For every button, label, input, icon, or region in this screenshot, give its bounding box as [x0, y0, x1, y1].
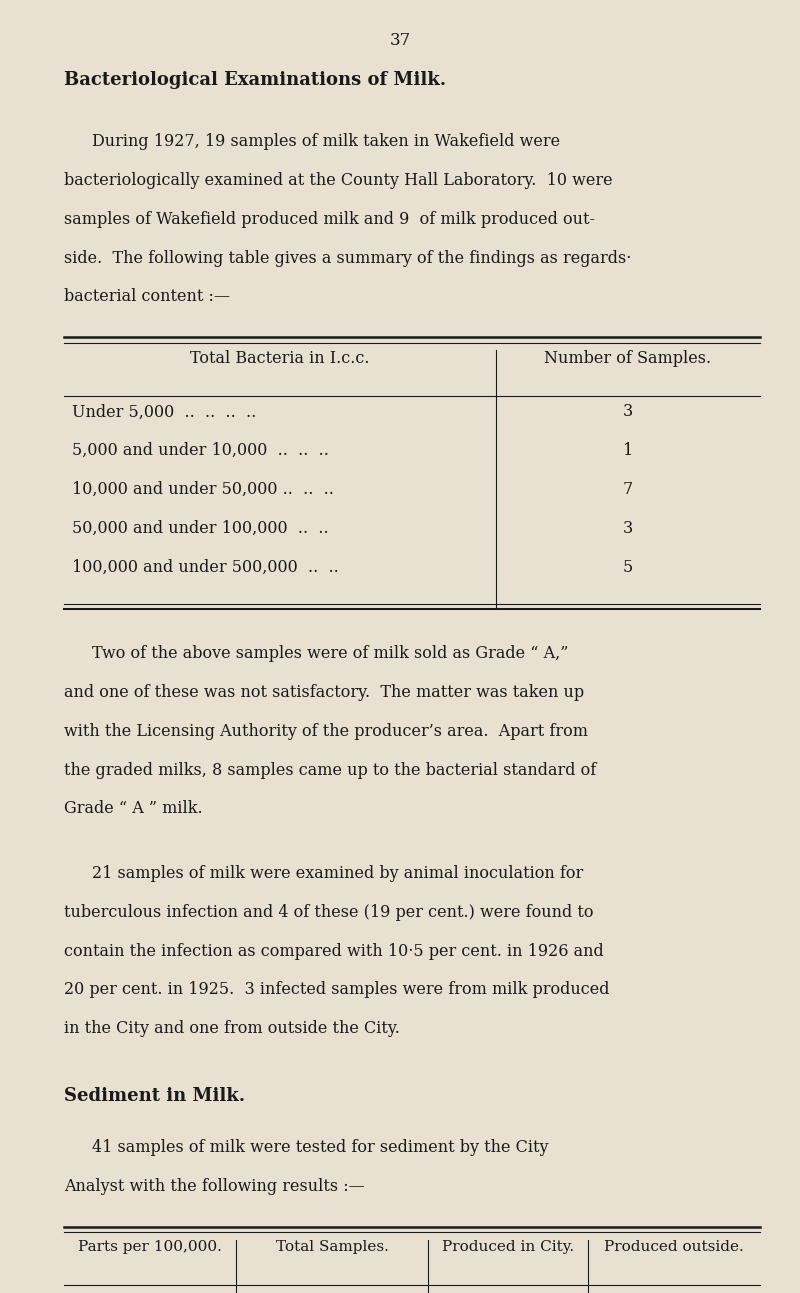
Text: 1: 1: [623, 442, 633, 459]
Text: and one of these was not satisfactory.  The matter was taken up: and one of these was not satisfactory. T…: [64, 684, 584, 701]
Text: During 1927, 19 samples of milk taken in Wakefield were: During 1927, 19 samples of milk taken in…: [92, 133, 560, 150]
Text: 5: 5: [623, 559, 633, 575]
Text: samples of Wakefield produced milk and 9  of milk produced out-: samples of Wakefield produced milk and 9…: [64, 211, 595, 228]
Text: 100,000 and under 500,000  ..  ..: 100,000 and under 500,000 .. ..: [72, 559, 338, 575]
Text: Total Samples.: Total Samples.: [275, 1240, 389, 1254]
Text: Grade “ A ” milk.: Grade “ A ” milk.: [64, 800, 202, 817]
Text: tuberculous infection and 4 of these (19 per cent.) were found to: tuberculous infection and 4 of these (19…: [64, 904, 594, 921]
Text: 21 samples of milk were examined by animal inoculation for: 21 samples of milk were examined by anim…: [92, 865, 583, 882]
Text: Under 5,000  ..  ..  ..  ..: Under 5,000 .. .. .. ..: [72, 403, 256, 420]
Text: Produced in City.: Produced in City.: [442, 1240, 574, 1254]
Text: Sediment in Milk.: Sediment in Milk.: [64, 1087, 245, 1106]
Text: contain the infection as compared with 10·5 per cent. in 1926 and: contain the infection as compared with 1…: [64, 943, 604, 959]
Text: bacteriologically examined at the County Hall Laboratory.  10 were: bacteriologically examined at the County…: [64, 172, 613, 189]
Text: 41 samples of milk were tested for sediment by the City: 41 samples of milk were tested for sedim…: [92, 1139, 549, 1156]
Text: Parts per 100,000.: Parts per 100,000.: [78, 1240, 222, 1254]
Text: Two of the above samples were of milk sold as Grade “ A,”: Two of the above samples were of milk so…: [92, 645, 568, 662]
Text: 3: 3: [623, 403, 633, 420]
Text: 37: 37: [390, 32, 410, 49]
Text: 50,000 and under 100,000  ..  ..: 50,000 and under 100,000 .. ..: [72, 520, 329, 537]
Text: 3: 3: [623, 520, 633, 537]
Text: Total Bacteria in I.c.c.: Total Bacteria in I.c.c.: [190, 350, 370, 367]
Text: Bacteriological Examinations of Milk.: Bacteriological Examinations of Milk.: [64, 71, 446, 89]
Text: 7: 7: [623, 481, 633, 498]
Text: bacterial content :—: bacterial content :—: [64, 288, 230, 305]
Text: with the Licensing Authority of the producer’s area.  Apart from: with the Licensing Authority of the prod…: [64, 723, 588, 740]
Text: Number of Samples.: Number of Samples.: [545, 350, 711, 367]
Text: 10,000 and under 50,000 ..  ..  ..: 10,000 and under 50,000 .. .. ..: [72, 481, 334, 498]
Text: 20 per cent. in 1925.  3 infected samples were from milk produced: 20 per cent. in 1925. 3 infected samples…: [64, 981, 610, 998]
Text: Produced outside.: Produced outside.: [604, 1240, 744, 1254]
Text: in the City and one from outside the City.: in the City and one from outside the Cit…: [64, 1020, 400, 1037]
Text: Analyst with the following results :—: Analyst with the following results :—: [64, 1178, 365, 1195]
Text: side.  The following table gives a summary of the findings as regards·: side. The following table gives a summar…: [64, 250, 631, 266]
Text: 5,000 and under 10,000  ..  ..  ..: 5,000 and under 10,000 .. .. ..: [72, 442, 329, 459]
Text: the graded milks, 8 samples came up to the bacterial standard of: the graded milks, 8 samples came up to t…: [64, 762, 596, 778]
